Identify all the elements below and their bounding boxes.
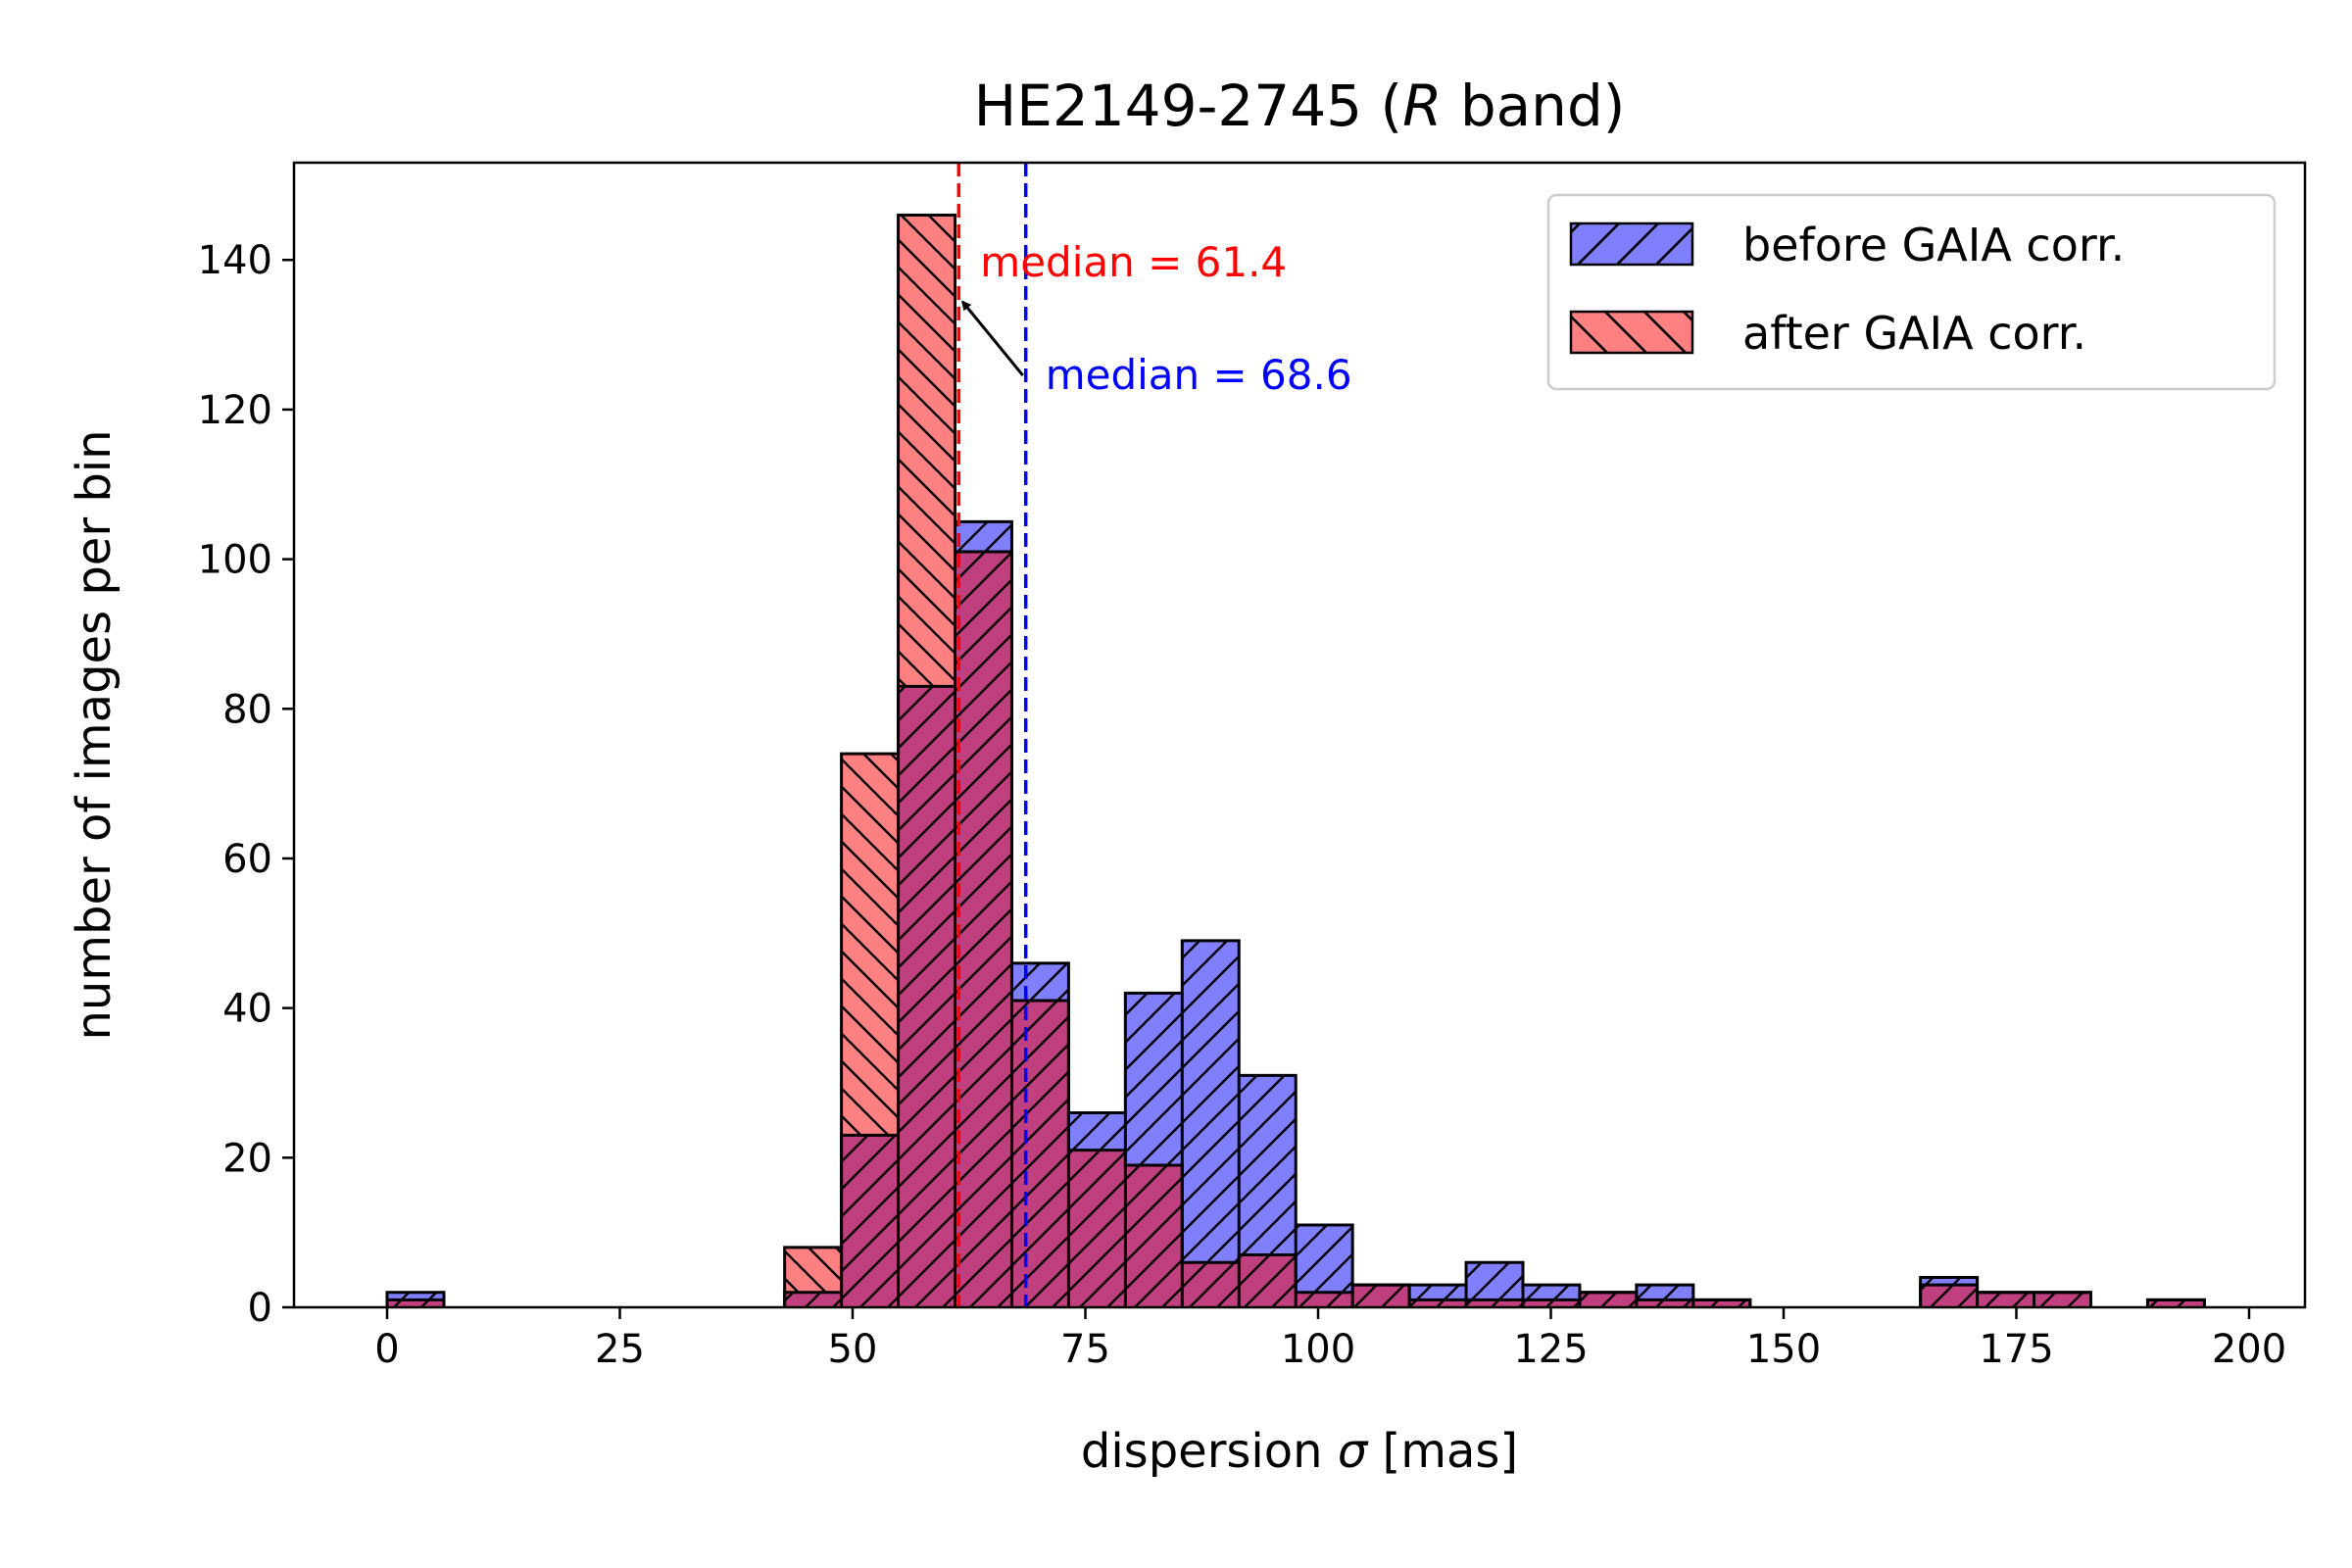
- x-tick-label: 0: [374, 1327, 399, 1372]
- outline-before: [385, 519, 2206, 1307]
- legend: before GAIA corr. after GAIA corr.: [1546, 193, 2277, 391]
- bar-overlap-hatch-fwd: [1692, 1299, 1750, 1307]
- median-lines: [956, 163, 1028, 1307]
- x-tick-label: 125: [1513, 1327, 1588, 1372]
- bar-overlap-hatch-fwd: [387, 1299, 444, 1307]
- bar-overlap-hatch-fwd: [1636, 1299, 1693, 1307]
- y-tick-label: 40: [222, 987, 272, 1032]
- bar-overlap-hatch-fwd: [1125, 1164, 1183, 1307]
- bar-overlap-hatch-fwd: [1182, 1262, 1240, 1307]
- bar-overlap-hatch-fwd: [1523, 1299, 1580, 1307]
- bar-overlap-hatch-fwd: [1920, 1285, 1978, 1307]
- bar-overlap-hatch-fwd: [1239, 1254, 1297, 1307]
- outline-after-series: [385, 213, 2206, 1307]
- chart-title: HE2149-2745 (R band): [974, 73, 1626, 139]
- median-shift-arrow: [961, 300, 1024, 376]
- y-axis-label: number of images per bin: [67, 429, 122, 1040]
- legend-label-after: after GAIA corr.: [1742, 307, 2086, 360]
- y-axis-ticks: 0 20 40 60 80 100 120 140: [198, 238, 294, 1331]
- x-tick-label: 50: [828, 1327, 878, 1372]
- x-tick-label: 100: [1281, 1327, 1355, 1372]
- bar-overlap-hatch-fwd: [1409, 1299, 1467, 1307]
- median-label-after: median = 61.4: [980, 238, 1287, 286]
- x-axis-label: dispersion σ [mas]: [1081, 1424, 1518, 1479]
- y-tick-label: 20: [222, 1136, 272, 1181]
- x-tick-label: 25: [595, 1327, 645, 1372]
- bar-overlap-hatch-fwd: [955, 551, 1012, 1307]
- x-axis-ticks: 0 25 50 75 100 125 150 175 200: [374, 1307, 2286, 1372]
- y-tick-label: 60: [222, 837, 272, 882]
- legend-item-before: before GAIA corr.: [1569, 219, 2125, 271]
- legend-label-before: before GAIA corr.: [1742, 219, 2125, 271]
- outline-before-series: [385, 519, 2206, 1307]
- bar-overlap-hatch-fwd: [898, 686, 956, 1307]
- bar-overlap-hatch-fwd: [2147, 1299, 2205, 1307]
- bar-overlap-hatch-fwd: [1068, 1150, 1126, 1307]
- legend-hatch-after: [1571, 312, 1692, 353]
- x-tick-label: 200: [2212, 1327, 2286, 1372]
- plot-area: [385, 163, 2206, 1307]
- median-annotations: median = 61.4 median = 68.6: [961, 238, 1352, 399]
- bar-overlap-hatch-fwd: [1466, 1299, 1523, 1307]
- y-tick-label: 140: [198, 238, 272, 283]
- legend-hatch-before: [1571, 223, 1692, 265]
- y-tick-label: 0: [248, 1286, 272, 1331]
- plot-frame: [292, 161, 2307, 1309]
- bar-overlap-hatch-fwd: [1011, 1001, 1069, 1307]
- y-tick-label: 100: [198, 538, 272, 583]
- bars-overlap: [387, 551, 2205, 1307]
- bar-overlap-hatch-fwd: [784, 1292, 842, 1307]
- legend-item-after: after GAIA corr.: [1569, 307, 2086, 360]
- y-tick-label: 120: [198, 388, 272, 433]
- bar-overlap-hatch-fwd: [841, 1135, 899, 1307]
- bar-overlap-hatch-fwd: [1977, 1292, 2034, 1307]
- x-tick-label: 175: [1979, 1327, 2053, 1372]
- bar-before-hatch: [1182, 940, 1240, 1307]
- legend-frame: [1546, 193, 2277, 391]
- median-label-before: median = 68.6: [1046, 351, 1352, 399]
- x-tick-label: 150: [1746, 1327, 1821, 1372]
- bar-overlap-hatch-fwd: [1579, 1292, 1637, 1307]
- y-tick-label: 80: [222, 687, 272, 732]
- bar-overlap-hatch-fwd: [2034, 1292, 2091, 1307]
- x-tick-label: 75: [1060, 1327, 1110, 1372]
- bar-overlap-hatch-fwd: [1352, 1285, 1410, 1307]
- bar-overlap-hatch-fwd: [1296, 1292, 1353, 1307]
